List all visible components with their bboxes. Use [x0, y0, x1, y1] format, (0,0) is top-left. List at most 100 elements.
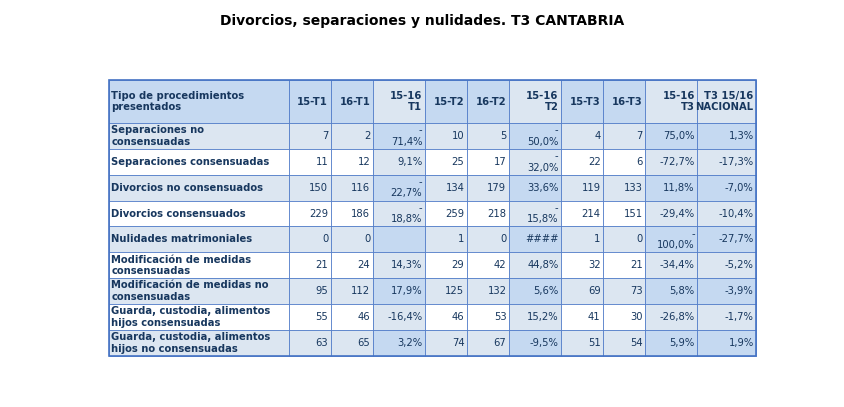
- Bar: [331, 330, 373, 356]
- Text: 2: 2: [364, 131, 371, 141]
- Bar: [373, 149, 425, 175]
- Text: 12: 12: [358, 157, 371, 167]
- Bar: [697, 175, 756, 201]
- Bar: [109, 252, 289, 278]
- Bar: [289, 123, 331, 149]
- Text: -72,7%: -72,7%: [659, 157, 695, 167]
- Text: Guarda, custodia, alimentos
hijos no consensuadas: Guarda, custodia, alimentos hijos no con…: [111, 332, 271, 354]
- Bar: [289, 175, 331, 201]
- Text: 179: 179: [487, 183, 506, 193]
- Bar: [425, 330, 467, 356]
- Text: 1,3%: 1,3%: [728, 131, 754, 141]
- Text: 69: 69: [588, 286, 601, 296]
- Bar: [603, 278, 646, 304]
- Bar: [509, 175, 561, 201]
- Bar: [646, 201, 697, 227]
- Bar: [425, 252, 467, 278]
- Text: 119: 119: [582, 183, 601, 193]
- Bar: [331, 252, 373, 278]
- Text: -
32,0%: - 32,0%: [528, 151, 559, 173]
- Text: 21: 21: [630, 260, 643, 270]
- Text: 229: 229: [309, 208, 328, 219]
- Text: 0: 0: [636, 234, 643, 245]
- Text: T3 15/16
NACIONAL: T3 15/16 NACIONAL: [695, 91, 754, 112]
- Bar: [467, 149, 509, 175]
- Text: 46: 46: [358, 312, 371, 322]
- Bar: [603, 149, 646, 175]
- Bar: [646, 278, 697, 304]
- Bar: [509, 201, 561, 227]
- Text: 14,3%: 14,3%: [391, 260, 422, 270]
- Text: 67: 67: [494, 338, 506, 348]
- Text: 41: 41: [588, 312, 601, 322]
- Bar: [697, 149, 756, 175]
- Bar: [697, 227, 756, 252]
- Bar: [509, 278, 561, 304]
- Text: -
15,8%: - 15,8%: [527, 203, 559, 224]
- Text: 73: 73: [630, 286, 643, 296]
- Text: Separaciones consensuadas: Separaciones consensuadas: [111, 157, 269, 167]
- Text: 54: 54: [630, 338, 643, 348]
- Text: 3,2%: 3,2%: [398, 338, 422, 348]
- Text: -27,7%: -27,7%: [718, 234, 754, 245]
- Text: 21: 21: [316, 260, 328, 270]
- Bar: [289, 80, 331, 123]
- Bar: [646, 80, 697, 123]
- Text: 186: 186: [351, 208, 371, 219]
- Bar: [425, 201, 467, 227]
- Text: 1,9%: 1,9%: [728, 338, 754, 348]
- Bar: [109, 330, 289, 356]
- Bar: [331, 201, 373, 227]
- Text: 15-16
T2: 15-16 T2: [526, 91, 559, 112]
- Text: -7,0%: -7,0%: [725, 183, 754, 193]
- Text: -9,5%: -9,5%: [530, 338, 559, 348]
- Text: -
100,0%: - 100,0%: [657, 229, 695, 250]
- Bar: [603, 201, 646, 227]
- Bar: [425, 227, 467, 252]
- Bar: [373, 278, 425, 304]
- Text: 16-T1: 16-T1: [339, 96, 371, 107]
- Text: 0: 0: [364, 234, 371, 245]
- Text: 5,9%: 5,9%: [669, 338, 695, 348]
- Bar: [603, 175, 646, 201]
- Text: 5,8%: 5,8%: [669, 286, 695, 296]
- Text: -3,9%: -3,9%: [725, 286, 754, 296]
- Text: 32: 32: [588, 260, 601, 270]
- Text: 6: 6: [636, 157, 643, 167]
- Bar: [561, 175, 603, 201]
- Text: 51: 51: [588, 338, 601, 348]
- Bar: [109, 227, 289, 252]
- Text: 95: 95: [316, 286, 328, 296]
- Text: 25: 25: [452, 157, 464, 167]
- Text: 24: 24: [358, 260, 371, 270]
- Bar: [603, 330, 646, 356]
- Bar: [561, 227, 603, 252]
- Text: Nulidades matrimoniales: Nulidades matrimoniales: [111, 234, 252, 245]
- Bar: [509, 330, 561, 356]
- Bar: [467, 278, 509, 304]
- Text: 9,1%: 9,1%: [397, 157, 422, 167]
- Text: 46: 46: [452, 312, 464, 322]
- Text: -
18,8%: - 18,8%: [391, 203, 422, 224]
- Bar: [467, 201, 509, 227]
- Text: 63: 63: [316, 338, 328, 348]
- Bar: [697, 80, 756, 123]
- Bar: [331, 175, 373, 201]
- Text: -5,2%: -5,2%: [725, 260, 754, 270]
- Bar: [373, 304, 425, 330]
- Text: 150: 150: [309, 183, 328, 193]
- Bar: [646, 149, 697, 175]
- Text: 7: 7: [636, 131, 643, 141]
- Text: 42: 42: [494, 260, 506, 270]
- Bar: [373, 201, 425, 227]
- Bar: [697, 252, 756, 278]
- Text: -16,4%: -16,4%: [387, 312, 422, 322]
- Bar: [646, 330, 697, 356]
- Text: -26,8%: -26,8%: [660, 312, 695, 322]
- Bar: [289, 201, 331, 227]
- Text: 218: 218: [488, 208, 506, 219]
- Bar: [373, 175, 425, 201]
- Text: 0: 0: [322, 234, 328, 245]
- Bar: [646, 123, 697, 149]
- Bar: [603, 227, 646, 252]
